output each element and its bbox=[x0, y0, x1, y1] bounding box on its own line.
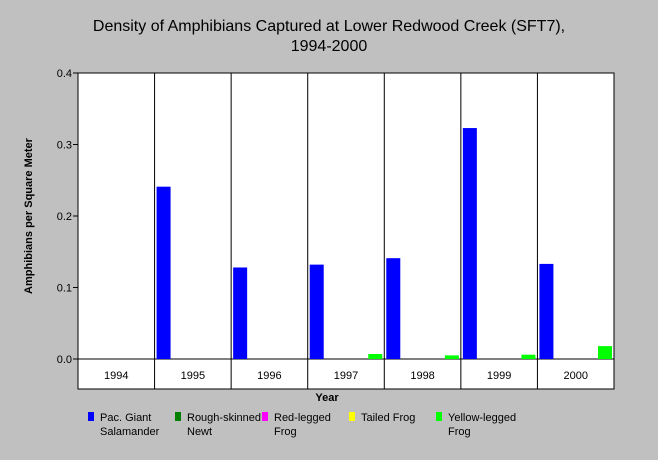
bar bbox=[521, 354, 536, 359]
bar bbox=[309, 264, 324, 359]
x-category-strip bbox=[77, 358, 615, 390]
legend-swatch bbox=[175, 412, 181, 421]
x-axis-label: Year bbox=[315, 392, 339, 404]
legend-swatch bbox=[262, 412, 268, 421]
legend-label: Frog bbox=[448, 426, 471, 438]
bar bbox=[598, 346, 612, 359]
legend-label: Frog bbox=[274, 426, 297, 438]
chart-title-line-1: Density of Amphibians Captured at Lower … bbox=[93, 18, 565, 35]
x-tick-label: 1994 bbox=[104, 370, 128, 382]
legend-label: Pac. Giant bbox=[100, 412, 151, 424]
x-axis-ticks: 1994 1995 1996 1997 1998 1999 2000 bbox=[104, 370, 588, 382]
bar bbox=[386, 258, 401, 359]
y-tick-label: 0.0 bbox=[57, 354, 72, 366]
chart-title-line-2: 1994-2000 bbox=[291, 38, 368, 55]
y-tick-label: 0.1 bbox=[57, 283, 72, 295]
legend-label: Rough-skinned bbox=[187, 412, 261, 424]
y-axis-ticks: 0.0 0.1 0.2 0.3 0.4 bbox=[57, 68, 78, 366]
y-tick-label: 0.2 bbox=[57, 211, 72, 223]
bar bbox=[156, 186, 171, 359]
legend-label: Newt bbox=[187, 426, 212, 438]
x-tick-label: 1997 bbox=[334, 370, 358, 382]
legend-swatch bbox=[436, 412, 442, 421]
bars-group bbox=[156, 128, 612, 359]
y-tick-label: 0.3 bbox=[57, 140, 72, 152]
legend-label: Red-legged bbox=[274, 412, 331, 424]
legend-swatch bbox=[88, 412, 94, 421]
y-axis-label: Amphibians per Square Meter bbox=[23, 137, 35, 294]
legend-label: Salamander bbox=[100, 426, 160, 438]
x-tick-label: 2000 bbox=[563, 370, 587, 382]
bar bbox=[368, 353, 383, 359]
x-tick-label: 1998 bbox=[410, 370, 434, 382]
x-tick-label: 1996 bbox=[257, 370, 281, 382]
legend: Pac. Giant Salamander Rough-skinned Newt Red… bbox=[88, 412, 516, 438]
legend-label: Yellow-legged bbox=[448, 412, 516, 424]
bar bbox=[444, 355, 459, 359]
bar bbox=[462, 128, 477, 359]
y-tick-label: 0.4 bbox=[57, 68, 72, 80]
legend-swatch bbox=[349, 412, 355, 421]
legend-label: Tailed Frog bbox=[361, 412, 415, 424]
bar bbox=[539, 263, 554, 359]
x-tick-label: 1999 bbox=[487, 370, 511, 382]
bar bbox=[233, 267, 248, 359]
x-tick-label: 1995 bbox=[181, 370, 205, 382]
